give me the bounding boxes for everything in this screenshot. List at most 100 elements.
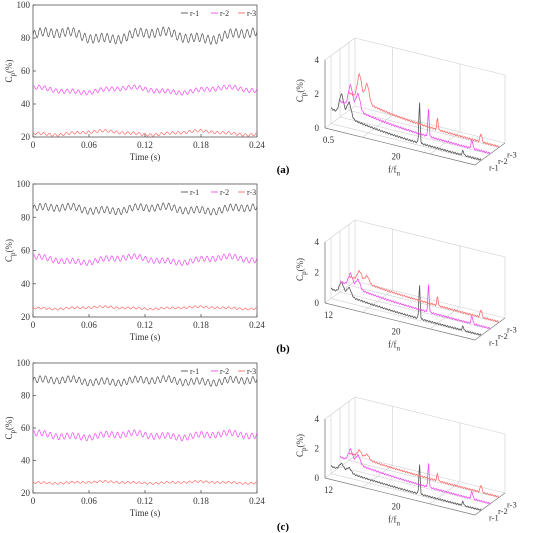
spectrum-line-r-1 bbox=[330, 281, 482, 336]
x-tick-label: 0.06 bbox=[81, 140, 97, 150]
panel-label-b: (b) bbox=[276, 343, 290, 355]
series-line-r-2 bbox=[32, 84, 258, 96]
depth-tick-label: r-3 bbox=[507, 499, 517, 509]
panel-label-c-text: (c) bbox=[277, 521, 290, 533]
y-axis-label: Cp(%) bbox=[4, 239, 17, 262]
floor-grid-line bbox=[330, 123, 482, 161]
x-tick-label: 20 bbox=[392, 152, 402, 162]
spectrum-3d-chart-c: 0 2 4 12 20 r-1r-2r-3 f/fn Cp(%) bbox=[295, 396, 517, 528]
z-tick-label: 0 bbox=[315, 123, 320, 133]
x-axis-label: Time (s) bbox=[130, 508, 160, 518]
y-tick-label: 100 bbox=[17, 179, 31, 189]
y-tick-label: 60 bbox=[21, 246, 31, 256]
axis-x-front bbox=[324, 127, 476, 166]
depth-tick-label: r-3 bbox=[507, 149, 517, 159]
spectrum-line-r-3 bbox=[348, 269, 500, 323]
legend-label-r-1: r-1 bbox=[190, 9, 199, 18]
x-tick-label: 12 bbox=[324, 310, 333, 320]
y-tick-label: 20 bbox=[21, 488, 31, 498]
floor-grid-line bbox=[339, 116, 491, 155]
axis-x-front bbox=[324, 477, 476, 516]
spectrum-line-r-1 bbox=[330, 462, 482, 511]
axis-depth-front bbox=[474, 142, 506, 166]
spectrum-line-r-3 bbox=[348, 72, 500, 148]
y-tick-label: 40 bbox=[21, 456, 31, 466]
floor-grid-line bbox=[348, 460, 500, 498]
legend: r-1 r-2 r-3 bbox=[181, 188, 256, 197]
plot-frame bbox=[32, 362, 258, 494]
spectrum-line-r-2 bbox=[339, 447, 491, 505]
depth-tick-label: r-1 bbox=[489, 163, 499, 173]
x-tick-label: 0 bbox=[31, 496, 36, 506]
y-tick-label: 40 bbox=[21, 279, 31, 289]
z-tick-label: 4 bbox=[315, 237, 320, 247]
depth-tick-label: r-2 bbox=[498, 506, 508, 516]
series-line-r-2 bbox=[32, 429, 258, 442]
y-tick-label: 100 bbox=[17, 358, 31, 368]
panel-label-a: (a) bbox=[277, 164, 290, 176]
legend-label-r-2: r-2 bbox=[220, 188, 229, 197]
plot-frame bbox=[32, 183, 258, 318]
y-tick-label: 60 bbox=[21, 66, 31, 76]
timeseries-chart-b: 0 0.06 0.12 0.18 0.24 20 40 60 80 100 Time (s) Cp(%… bbox=[4, 179, 265, 342]
grid-back-top bbox=[354, 219, 506, 258]
x-tick-label: 0 bbox=[31, 320, 36, 330]
legend: r-1 r-2 r-3 bbox=[181, 367, 256, 376]
x-axis-label: f/fn bbox=[388, 165, 401, 178]
x-tick-label: 12 bbox=[324, 485, 333, 495]
spectrum-3d-chart-b: 0 2 4 12 20 r-1r-2r-3 f/fn Cp(%) bbox=[295, 219, 517, 353]
z-tick-label: 2 bbox=[315, 444, 320, 454]
legend-label-r-3: r-3 bbox=[247, 9, 256, 18]
depth-tick-label: r-1 bbox=[489, 338, 499, 348]
series-line-r-3 bbox=[32, 305, 258, 311]
legend-label-r-3: r-3 bbox=[247, 367, 256, 376]
x-tick-label: 0.12 bbox=[137, 140, 153, 150]
z-tick-label: 4 bbox=[315, 55, 320, 65]
series-line-r-1 bbox=[32, 375, 258, 387]
x-tick-label: 0.24 bbox=[249, 320, 265, 330]
series-line-r-2 bbox=[32, 253, 258, 267]
timeseries-chart-a: 0 0.06 0.12 0.18 0.24 20 40 60 80 100 Time (s) Cp(%… bbox=[4, 0, 265, 162]
legend-label-r-1: r-1 bbox=[190, 367, 199, 376]
grid-back-bottom bbox=[354, 105, 506, 144]
spectrum-3d-chart-a: 0 2 4 0.5 20 r-1r-2r-3 f/fn Cp(%) bbox=[295, 37, 517, 178]
y-tick-label: 40 bbox=[21, 99, 31, 109]
x-tick-label: 0 bbox=[31, 140, 36, 150]
spectrum-line-r-1 bbox=[330, 93, 482, 161]
z-tick-label: 2 bbox=[315, 89, 320, 99]
y-tick-label: 100 bbox=[17, 0, 31, 10]
x-tick-label: 20 bbox=[392, 327, 402, 337]
y-tick-label: 80 bbox=[21, 212, 31, 222]
z-tick-label: 0 bbox=[315, 473, 320, 483]
floor-grid-line bbox=[330, 298, 482, 336]
panel-label-b-text: (b) bbox=[276, 343, 290, 355]
z-tick-label: 4 bbox=[315, 414, 320, 424]
spectrum-line-r-2 bbox=[339, 83, 491, 155]
z-axis-label: Cp(%) bbox=[295, 79, 308, 102]
floor-grid-line bbox=[362, 465, 393, 488]
spectrum-line-r-3 bbox=[348, 449, 500, 498]
timeseries-chart-c: 0 0.06 0.12 0.18 0.24 20 40 60 80 100 Time (s) Cp(%… bbox=[4, 358, 265, 518]
series-line-r-3 bbox=[32, 129, 258, 137]
depth-tick-label: r-1 bbox=[489, 513, 499, 523]
legend-label-r-3: r-3 bbox=[247, 188, 256, 197]
x-tick-label: 0.18 bbox=[193, 320, 209, 330]
x-tick-label: 0.06 bbox=[81, 496, 97, 506]
depth-tick-label: r-2 bbox=[498, 331, 508, 341]
y-axis-label: Cp(%) bbox=[4, 59, 17, 82]
x-tick-label: 0.18 bbox=[193, 496, 209, 506]
panel-label-c: (c) bbox=[277, 521, 290, 533]
y-tick-label: 20 bbox=[21, 312, 31, 322]
depth-tick-label: r-2 bbox=[498, 156, 508, 166]
x-axis-label: Time (s) bbox=[130, 152, 160, 162]
grid-back-top bbox=[354, 37, 506, 76]
x-tick-label: 0.12 bbox=[137, 496, 153, 506]
x-tick-label: 0.18 bbox=[193, 140, 209, 150]
y-tick-label: 80 bbox=[21, 33, 31, 43]
floor-grid-line bbox=[339, 291, 491, 330]
x-tick-label: 0.06 bbox=[81, 320, 97, 330]
axis-x-front bbox=[324, 302, 476, 341]
depth-tick-label: r-3 bbox=[507, 324, 517, 334]
z-axis-label: Cp(%) bbox=[295, 258, 308, 281]
